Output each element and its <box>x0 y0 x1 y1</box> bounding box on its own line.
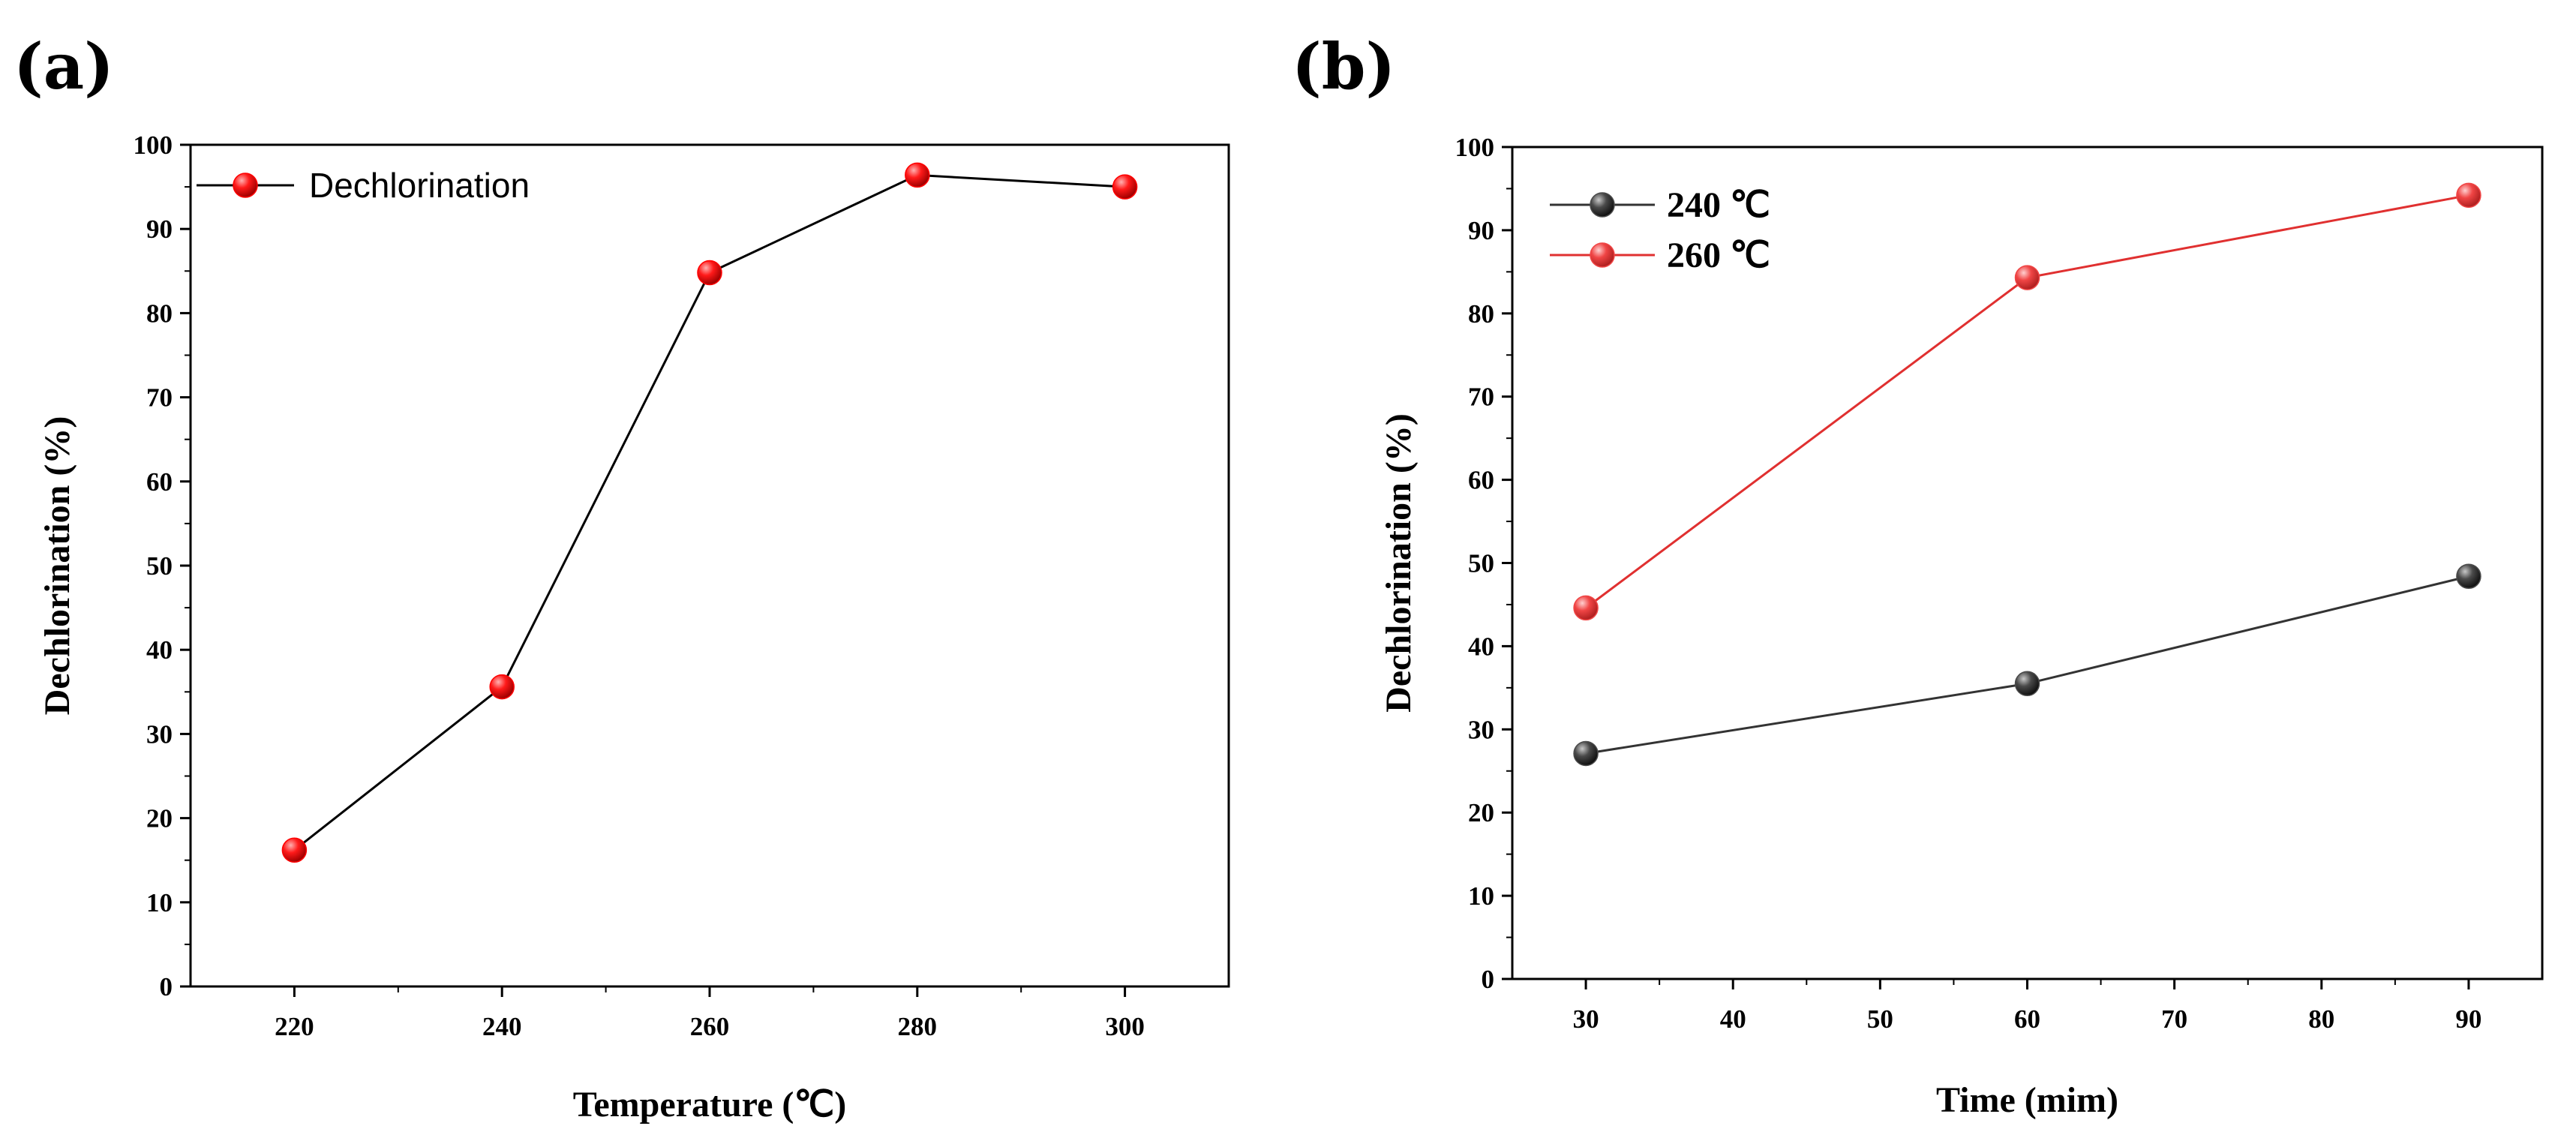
y-tick-label: 50 <box>1468 549 1494 578</box>
legend-marker <box>1590 242 1615 268</box>
y-tick-label: 90 <box>146 215 173 244</box>
data-point <box>1573 740 1599 767</box>
data-point <box>697 260 722 286</box>
data-point <box>1573 595 1599 621</box>
chart-panel-a: (a) 0 10 20 30 40 50 60 70 80 90 100 220 240 260 280 30… <box>14 29 1230 1124</box>
x-tick-label: 300 <box>1105 1012 1145 1041</box>
x-tick-label: 220 <box>275 1012 314 1041</box>
x-tick-label: 80 <box>2308 1004 2334 1034</box>
y-tick-label: 30 <box>146 719 173 749</box>
y-tick-label: 80 <box>1468 299 1494 329</box>
data-point <box>2014 671 2040 697</box>
y-axis-title: Dechlorination (%) <box>38 416 77 716</box>
y-tick-label: 10 <box>1468 881 1494 911</box>
panel-a-plot: 0 10 20 30 40 50 60 70 80 90 100 220 240 260 280 300 Tem… <box>38 131 1230 1124</box>
y-tick-label: 30 <box>1468 715 1494 744</box>
x-tick-label: 90 <box>2455 1004 2481 1034</box>
y-axis-title: Dechlorination (%) <box>1379 413 1419 713</box>
y-tick-label: 60 <box>1468 466 1494 495</box>
data-point <box>2014 265 2040 290</box>
y-tick-label: 40 <box>1468 632 1494 661</box>
x-tick-label: 240 <box>482 1012 522 1041</box>
y-tick-label: 70 <box>1468 383 1494 412</box>
data-point <box>489 674 515 700</box>
x-tick-label: 60 <box>2014 1004 2040 1034</box>
x-axis-title: Time (mim) <box>1936 1080 2118 1120</box>
legend-marker <box>233 173 258 198</box>
data-point <box>905 162 930 188</box>
x-tick-label: 70 <box>2161 1004 2187 1034</box>
panel-b-plot: 0 10 20 30 40 50 60 70 80 90 100 30 40 50 60 70 80 90 Time… <box>1379 133 2544 1120</box>
panel-label-b: (b) <box>1292 29 1395 104</box>
y-tick-label: 0 <box>160 972 173 1001</box>
y-tick-label: 10 <box>146 888 173 917</box>
y-tick-label: 50 <box>146 551 173 581</box>
legend-label: 240 ℃ <box>1667 185 1770 225</box>
legend-label: Dechlorination <box>309 166 530 205</box>
chart-panel-b: (b) 0 10 20 30 40 50 60 70 80 90 100 30 40 50 60 70 80 90… <box>1292 29 2544 1120</box>
legend-marker <box>1590 192 1615 218</box>
x-tick-label: 280 <box>898 1012 938 1041</box>
y-tick-label: 40 <box>146 635 173 665</box>
x-tick-label: 40 <box>1720 1004 1746 1034</box>
data-point <box>281 837 308 863</box>
y-tick-label: 100 <box>134 131 173 160</box>
y-tick-label: 70 <box>146 383 173 413</box>
y-tick-label: 80 <box>146 299 173 328</box>
data-point <box>2456 182 2481 209</box>
y-tick-label: 20 <box>1468 798 1494 827</box>
y-tick-label: 60 <box>146 467 173 497</box>
panel-label-a: (a) <box>14 29 114 104</box>
x-tick-label: 260 <box>690 1012 730 1041</box>
data-point <box>1112 174 1138 200</box>
x-tick-label: 50 <box>1867 1004 1893 1034</box>
x-axis-title: Temperature (℃) <box>573 1085 847 1124</box>
x-tick-label: 30 <box>1573 1004 1599 1034</box>
legend-label: 260 ℃ <box>1667 236 1770 275</box>
y-tick-label: 20 <box>146 804 173 833</box>
series-line-1 <box>1585 575 2469 755</box>
y-tick-label: 90 <box>1468 216 1494 245</box>
data-point <box>2456 563 2481 589</box>
y-tick-label: 0 <box>1482 965 1495 994</box>
y-tick-label: 100 <box>1455 133 1495 162</box>
